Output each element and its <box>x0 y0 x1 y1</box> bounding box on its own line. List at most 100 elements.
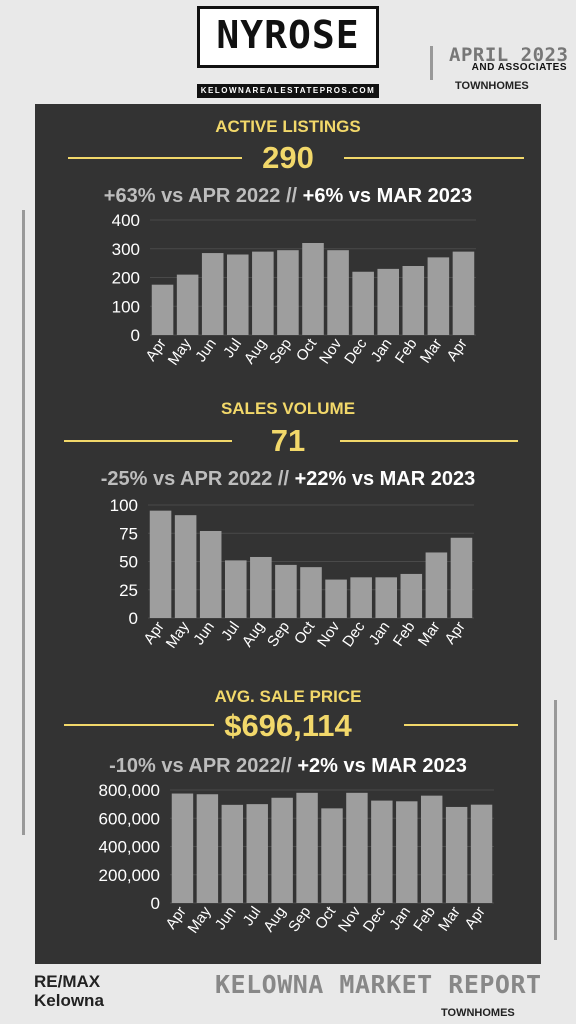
report-month: APRIL 2023 <box>449 44 569 66</box>
comparison-month: +2% vs MAR 2023 <box>291 755 467 777</box>
left-side-line <box>22 210 25 835</box>
x-tick-label: May <box>165 335 195 368</box>
x-tick-label: Jun <box>212 904 240 934</box>
x-tick-label: Oct <box>291 618 319 648</box>
x-tick-label: Oct <box>293 335 321 365</box>
x-tick-label: Feb <box>410 904 439 935</box>
active-listings-comparison: +63% vs APR 2022 // +6% vs MAR 2023 <box>0 185 576 208</box>
bar-apr-0 <box>151 284 174 335</box>
bar-jan-9 <box>396 801 418 903</box>
x-tick-label: Aug <box>239 619 268 651</box>
logo-url: KELOWNAREALESTATEPROS.COM <box>197 84 379 98</box>
comparison-month: +6% vs MAR 2023 <box>297 185 473 207</box>
bar-sep-5 <box>275 564 297 618</box>
accent-line <box>344 157 524 159</box>
bar-jun-2 <box>221 804 244 903</box>
bar-jul-3 <box>226 254 249 335</box>
y-tick-label: 100 <box>112 297 140 316</box>
comparison-year: +63% vs APR 2022 // <box>103 185 298 207</box>
sales-volume-value: 71 <box>270 423 306 458</box>
footer-title: KELOWNA MARKET REPORT <box>215 970 542 999</box>
bar-aug-4 <box>252 251 274 335</box>
y-tick-label: 300 <box>112 240 140 259</box>
x-tick-label: Jun <box>190 619 218 649</box>
bar-sep-5 <box>296 792 318 903</box>
bar-oct-6 <box>302 243 324 335</box>
bar-feb-10 <box>420 795 443 903</box>
x-tick-label: Dec <box>341 335 371 367</box>
bar-jan-9 <box>375 577 398 618</box>
bar-dec-8 <box>371 800 393 903</box>
y-tick-label: 75 <box>119 524 138 543</box>
x-tick-label: Sep <box>264 619 293 651</box>
y-tick-label: 0 <box>131 326 140 345</box>
accent-line <box>340 440 518 442</box>
avg-sale-price-comparison: -10% vs APR 2022// +2% vs MAR 2023 <box>0 755 576 778</box>
bar-dec-8 <box>350 577 372 618</box>
y-tick-label: 800,000 <box>99 781 160 800</box>
bar-dec-8 <box>352 271 374 335</box>
sales-volume-comparison: -25% vs APR 2022 // +22% vs MAR 2023 <box>0 468 576 491</box>
y-tick-label: 0 <box>151 894 160 913</box>
bar-jul-3 <box>246 804 268 903</box>
bar-aug-4 <box>271 797 293 903</box>
comparison-year: -25% vs APR 2022 // <box>100 468 290 490</box>
bar-feb-10 <box>402 266 425 335</box>
x-tick-label: Mar <box>417 336 446 367</box>
property-type-top: TOWNHOMES <box>455 80 529 92</box>
x-tick-label: Dec <box>360 903 390 935</box>
logo-main-text: NYROSE <box>216 13 360 57</box>
x-tick-label: Dec <box>339 618 369 650</box>
y-tick-label: 25 <box>119 581 138 600</box>
x-tick-label: Sep <box>285 904 314 936</box>
bar-jun-2 <box>199 530 222 618</box>
accent-line <box>68 157 242 159</box>
section-title-avg-sale-price: AVG. SALE PRICE <box>214 687 362 706</box>
bar-mar-11 <box>425 552 448 618</box>
x-tick-label: Jan <box>368 336 396 366</box>
remax-logo: RE/MAX Kelowna <box>34 972 104 1010</box>
bar-apr-12 <box>470 804 493 903</box>
bar-feb-10 <box>400 573 423 618</box>
x-tick-label: Jan <box>386 904 414 934</box>
active-listings-value: 290 <box>262 140 314 175</box>
bar-apr-12 <box>450 537 473 618</box>
y-tick-label: 400 <box>112 211 140 230</box>
x-tick-label: Mar <box>435 904 464 935</box>
x-tick-label: Nov <box>316 335 346 367</box>
bar-oct-6 <box>321 808 343 903</box>
logo-sub-text: AND ASSOCIATES <box>468 62 570 73</box>
bar-nov-7 <box>346 792 368 903</box>
y-tick-label: 600,000 <box>99 809 160 828</box>
comparison-month: +22% vs MAR 2023 <box>289 468 476 490</box>
x-tick-label: Apr <box>443 336 470 365</box>
bar-apr-0 <box>149 510 172 618</box>
section-title-active-listings: ACTIVE LISTINGS <box>215 117 361 136</box>
remax-line2: Kelowna <box>34 991 104 1010</box>
x-tick-label: Nov <box>314 618 344 650</box>
x-tick-label: Oct <box>312 903 340 933</box>
x-tick-label: Sep <box>266 336 295 368</box>
bar-jul-3 <box>224 560 247 618</box>
remax-line1: RE/MAX <box>34 972 101 991</box>
x-tick-label: Apr <box>462 904 489 933</box>
y-tick-label: 400,000 <box>99 838 160 857</box>
x-tick-label: Feb <box>390 619 419 650</box>
bar-nov-7 <box>327 250 349 335</box>
bar-aug-4 <box>250 556 272 618</box>
x-tick-label: May <box>184 903 214 936</box>
bar-may-1 <box>196 794 219 903</box>
bar-jun-2 <box>201 253 224 335</box>
accent-line <box>404 724 518 726</box>
logo: NYROSE <box>197 6 379 68</box>
bar-jan-9 <box>377 268 400 335</box>
bar-may-1 <box>176 274 199 335</box>
bar-apr-0 <box>171 793 194 903</box>
avg-sale-price-value: $696,114 <box>224 708 352 743</box>
x-tick-label: Aug <box>241 336 270 368</box>
y-tick-label: 50 <box>119 553 138 572</box>
x-tick-label: Jun <box>192 336 220 366</box>
